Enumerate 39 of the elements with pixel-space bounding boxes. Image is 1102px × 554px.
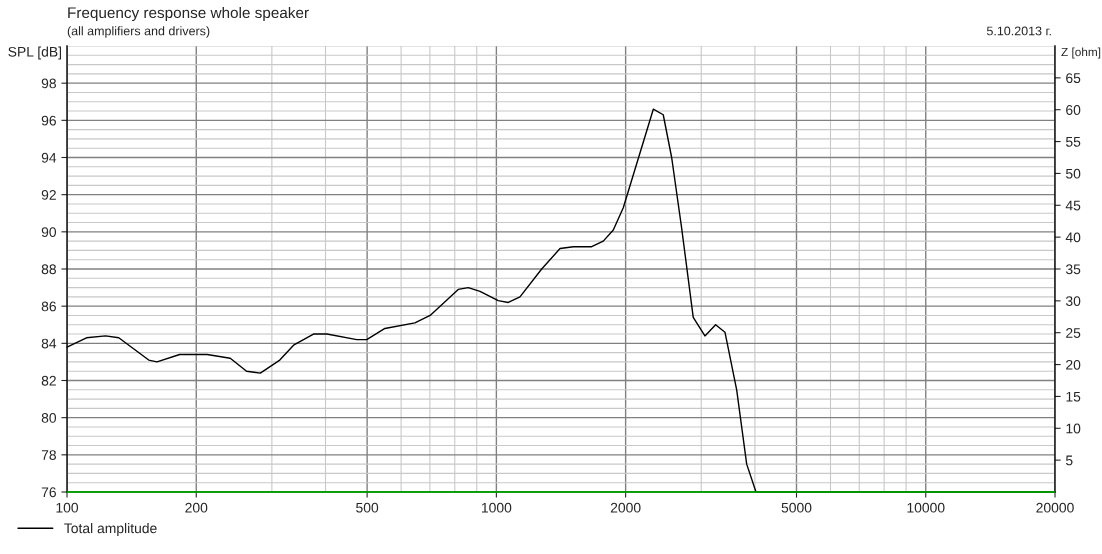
x-tick-label: 100 [56,502,79,513]
x-tick-label: 10000 [907,502,945,513]
y-axis-title: SPL [dB] [8,46,62,60]
y2-tick-label: 40 [1065,232,1081,243]
y-tick-label: 82 [41,375,56,386]
y2-tick-label: 25 [1066,328,1081,338]
x-tick-label: 2000 [610,502,641,513]
y-tick-label: 84 [41,338,57,349]
y-tick-label: 80 [41,413,57,423]
y2-tick-label: 65 [1066,73,1081,84]
y-tick-label: 94 [41,152,57,163]
y-tick-label: 76 [41,487,56,498]
y-tick-label: 90 [41,227,57,237]
legend-label: Total amplitude [64,523,157,536]
y2-tick-label: 45 [1065,200,1081,211]
y2-tick-label: 30 [1065,296,1081,307]
y2-tick-label: 35 [1065,264,1081,275]
y2-axis-title: Z [ohm] [1061,47,1101,59]
y2-tick-label: 50 [1065,168,1081,179]
y-tick-label: 78 [41,450,56,460]
x-tick-label: 5000 [781,502,812,513]
y2-tick-label: 60 [1066,105,1081,115]
x-tick-label: 1000 [481,502,512,513]
y2-tick-label: 55 [1065,137,1081,147]
y2-tick-label: 20 [1066,359,1081,370]
chart-title: Frequency response whole speaker [68,6,309,22]
y2-tick-label: 5 [1065,455,1073,466]
text: 5.10.2013 г. [986,26,1051,36]
x-tick-label: 200 [185,502,208,513]
x-tick-label: 20000 [1036,502,1074,513]
y-tick-label: 96 [41,115,56,126]
y-tick-label: 88 [41,264,56,275]
chart-subtitle: (all amplifiers and drivers) [67,26,210,38]
y2-tick-label: 15 [1066,391,1081,402]
y-tick-label: 98 [41,78,56,89]
y-tick-label: 92 [41,190,56,200]
x-tick-label: 500 [356,502,379,513]
y2-tick-label: 10 [1066,423,1081,434]
y-tick-label: 86 [41,301,56,312]
